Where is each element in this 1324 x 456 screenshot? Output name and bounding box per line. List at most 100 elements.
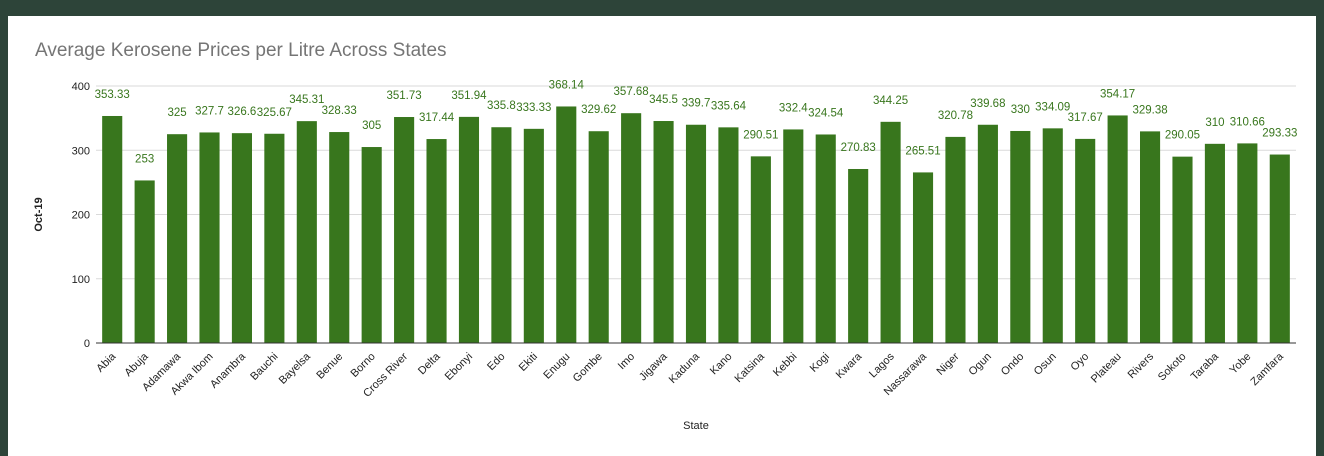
bar bbox=[848, 168, 869, 343]
x-tick-label: Katsina bbox=[733, 350, 768, 385]
data-label: 333.33 bbox=[516, 102, 551, 114]
data-label: 334.09 bbox=[1035, 101, 1070, 113]
bar bbox=[167, 134, 188, 343]
x-tick-label: Anambra bbox=[208, 350, 249, 391]
bar bbox=[1010, 130, 1031, 343]
x-tick-label: Imo bbox=[616, 351, 637, 372]
bar bbox=[880, 121, 901, 344]
bar bbox=[458, 116, 480, 344]
data-label: 324.54 bbox=[808, 107, 844, 119]
bar bbox=[685, 124, 707, 343]
x-tick-label: Kogi bbox=[808, 351, 832, 375]
bar bbox=[491, 127, 512, 344]
data-label: 327.7 bbox=[195, 105, 224, 117]
x-tick-label: Rivers bbox=[1126, 350, 1157, 381]
x-tick-label: Niger bbox=[935, 350, 962, 377]
bar bbox=[361, 147, 382, 343]
data-label: 368.14 bbox=[549, 79, 585, 91]
data-label: 329.38 bbox=[1132, 104, 1167, 116]
bar bbox=[815, 134, 836, 343]
data-label: 339.68 bbox=[970, 98, 1005, 110]
x-axis-label: State bbox=[683, 420, 709, 432]
x-tick-label: Oyo bbox=[1069, 351, 1092, 374]
x-tick-label: Plateau bbox=[1089, 351, 1124, 386]
x-tick-label: Kebbi bbox=[771, 351, 799, 379]
bar bbox=[912, 172, 934, 343]
x-tick-label: Bayelsa bbox=[277, 350, 314, 387]
bar-chart: Average Kerosene Prices per Litre Across… bbox=[33, 40, 1298, 432]
x-tick-label: Zamfara bbox=[1248, 350, 1286, 388]
bar bbox=[523, 128, 544, 343]
bar bbox=[588, 131, 609, 343]
bar bbox=[1237, 143, 1258, 343]
bar bbox=[1107, 115, 1128, 344]
bar bbox=[1042, 128, 1063, 343]
bar bbox=[134, 180, 155, 343]
data-label: 317.67 bbox=[1068, 112, 1103, 124]
y-tick-label: 0 bbox=[84, 338, 90, 350]
data-label: 351.94 bbox=[451, 90, 487, 102]
data-label: 339.7 bbox=[682, 98, 711, 110]
chart-title: Average Kerosene Prices per Litre Across… bbox=[35, 40, 447, 61]
bar bbox=[653, 121, 674, 343]
bar bbox=[783, 129, 804, 343]
bar bbox=[556, 106, 577, 343]
data-label: 293.33 bbox=[1262, 128, 1297, 140]
data-label: 357.68 bbox=[614, 86, 649, 98]
data-label: 332.4 bbox=[779, 102, 808, 114]
data-label: 253 bbox=[135, 153, 154, 165]
x-tick-label: Benue bbox=[314, 351, 345, 382]
x-tick-label: Abia bbox=[94, 350, 119, 375]
bar bbox=[977, 124, 998, 343]
bar bbox=[945, 136, 966, 343]
data-labels: 353.33 253 325 327.7 326.6 325.67345.31328.33… bbox=[95, 79, 1298, 165]
x-tick-label: Ekiti bbox=[517, 351, 540, 374]
y-tick-label: 400 bbox=[72, 81, 90, 93]
x-tick-label: Gombe bbox=[571, 351, 605, 385]
x-tick-label: Edo bbox=[485, 351, 507, 373]
x-tick-label: Ondo bbox=[999, 351, 1027, 379]
chart-panel: Average Kerosene Prices per Litre Across… bbox=[8, 16, 1316, 456]
x-tick-label: Osun bbox=[1032, 351, 1059, 378]
data-label: 344.25 bbox=[873, 95, 908, 107]
x-tick-label: Borno bbox=[349, 351, 378, 380]
data-label: 353.33 bbox=[95, 89, 130, 101]
x-tick-label: Lagos bbox=[867, 350, 897, 380]
data-label: 326.6 bbox=[228, 106, 257, 118]
x-tick-label: Ebonyi bbox=[443, 351, 475, 383]
data-label: 265.51 bbox=[905, 145, 940, 157]
x-tick-label: Jigawa bbox=[637, 350, 670, 383]
x-tick-label: Kwara bbox=[834, 350, 865, 381]
x-tick-label: Enugu bbox=[541, 351, 572, 382]
x-tick-label: Abuja bbox=[122, 350, 151, 379]
bar bbox=[102, 115, 123, 343]
bar bbox=[621, 113, 642, 343]
bar bbox=[426, 139, 447, 343]
data-label: 345.5 bbox=[649, 94, 678, 106]
data-label: 351.73 bbox=[387, 90, 422, 102]
data-label: 310 bbox=[1205, 117, 1224, 129]
data-label: 329.62 bbox=[581, 104, 616, 116]
data-label: 335.64 bbox=[711, 100, 747, 112]
y-tick-label: 300 bbox=[72, 145, 90, 157]
x-tick-label: Taraba bbox=[1189, 350, 1222, 383]
data-label: 290.51 bbox=[743, 129, 778, 141]
data-label: 325.67 bbox=[257, 107, 292, 119]
data-label: 270.83 bbox=[841, 142, 876, 154]
x-tick-label: Yobe bbox=[1228, 351, 1254, 377]
data-label: 328.33 bbox=[322, 105, 357, 117]
bar bbox=[1269, 154, 1290, 343]
bar bbox=[231, 133, 252, 343]
y-axis-ticks: 0 100 200 300 400 bbox=[72, 81, 90, 350]
data-label: 354.17 bbox=[1100, 88, 1135, 100]
data-label: 320.78 bbox=[938, 110, 973, 122]
y-axis-label: Oct-19 bbox=[33, 197, 45, 231]
x-tick-label: Delta bbox=[416, 350, 443, 377]
y-tick-label: 100 bbox=[72, 274, 90, 286]
bars bbox=[102, 106, 1290, 344]
bar bbox=[264, 133, 285, 343]
data-label: 345.31 bbox=[289, 94, 324, 106]
bar bbox=[1204, 143, 1225, 343]
bar bbox=[199, 132, 220, 343]
